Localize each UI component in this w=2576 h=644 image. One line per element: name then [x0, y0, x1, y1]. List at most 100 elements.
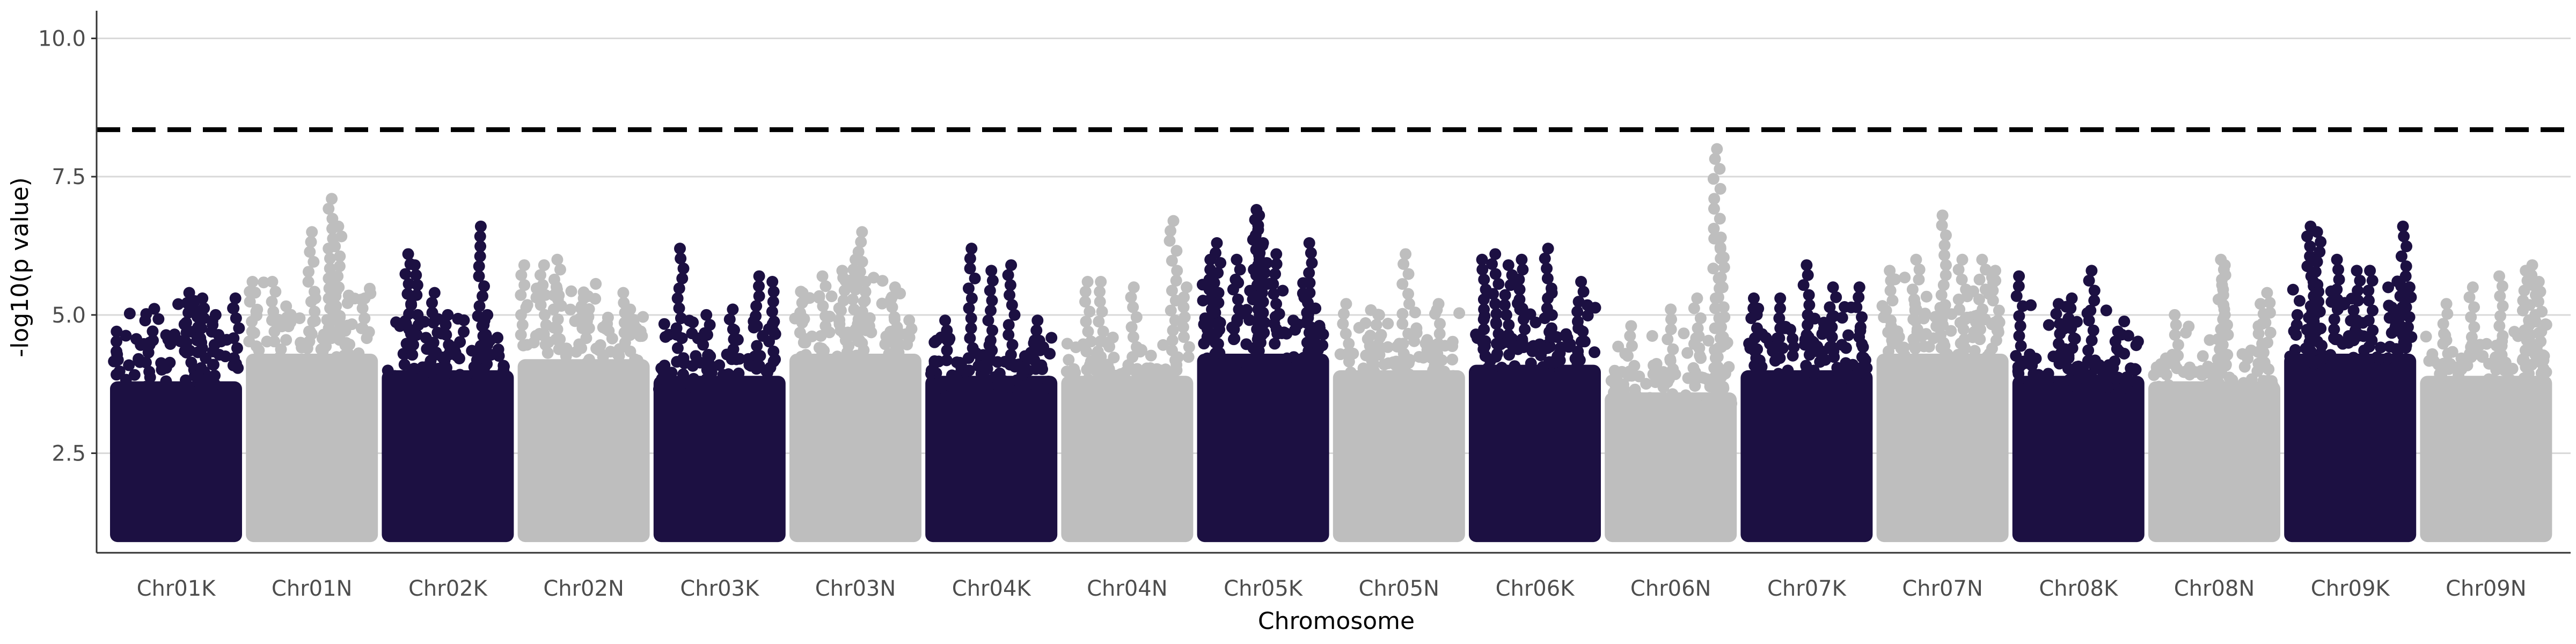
- snp-peak: [1005, 259, 1018, 272]
- snp-point: [1913, 273, 1925, 286]
- snp-point: [2311, 255, 2323, 268]
- snp-peak: [196, 292, 209, 304]
- snp-point: [1257, 306, 1269, 319]
- snp-point: [1063, 380, 1075, 392]
- snp-point: [478, 280, 491, 292]
- snp-point: [1956, 273, 1968, 286]
- snp-point: [1478, 273, 1490, 286]
- snp-point: [1936, 309, 1949, 321]
- snp-peak: [1211, 237, 1223, 249]
- snp-point: [619, 336, 631, 349]
- snp-point: [111, 345, 123, 357]
- snp-point: [1254, 297, 1266, 309]
- snp-point: [2534, 286, 2546, 298]
- snp-point: [180, 336, 193, 349]
- snp-point: [1397, 258, 1410, 270]
- snp-point: [1127, 331, 1139, 343]
- snp-point: [841, 346, 853, 358]
- snp-point: [1666, 388, 1679, 400]
- snp-point: [564, 303, 576, 316]
- snp-point: [886, 301, 898, 313]
- snp-point: [1228, 323, 1240, 335]
- snp-point: [1382, 357, 1395, 369]
- snp-point: [2221, 319, 2233, 331]
- snp-point: [2259, 317, 2272, 329]
- snp-point: [728, 333, 740, 346]
- snp-point: [1210, 347, 1222, 360]
- snp-point: [2531, 355, 2544, 368]
- snp-point: [228, 302, 240, 314]
- snp-point: [406, 349, 419, 361]
- snp-point: [480, 328, 492, 341]
- snp-peak: [1711, 143, 1723, 155]
- snp-point: [280, 334, 292, 346]
- snp-point: [1063, 354, 1075, 366]
- snp-point: [181, 383, 193, 396]
- snp-point: [324, 252, 336, 265]
- snp-peak: [408, 259, 421, 272]
- snp-point: [1159, 366, 1171, 378]
- x-tick-label: Chr04K: [952, 576, 1032, 601]
- snp-point: [575, 342, 588, 354]
- snp-point: [120, 374, 132, 386]
- snp-peak: [2533, 276, 2545, 288]
- snp-point: [1313, 320, 1326, 332]
- snp-point: [989, 371, 1001, 383]
- y-axis-title: -log10(p value): [6, 177, 34, 357]
- snp-point: [180, 346, 193, 358]
- snp-point: [1270, 258, 1283, 270]
- snp-point: [964, 262, 976, 275]
- snp-point: [1842, 329, 1855, 341]
- snp-point: [2538, 380, 2550, 392]
- snp-point: [2401, 240, 2413, 253]
- snp-point: [1750, 352, 1762, 364]
- snp-point: [901, 338, 913, 350]
- snp-point: [1856, 351, 1869, 363]
- snp-point: [334, 250, 346, 262]
- snp-point: [356, 322, 369, 334]
- snp-point: [2262, 336, 2274, 349]
- snp-point: [713, 359, 726, 371]
- snp-point: [2252, 327, 2265, 340]
- snp-point: [794, 326, 806, 339]
- snp-point: [1884, 284, 1897, 297]
- snp-peak: [1625, 320, 1637, 332]
- snp-point: [2480, 338, 2493, 350]
- snp-point: [476, 350, 488, 362]
- snp-point: [190, 389, 202, 401]
- snp-point: [2518, 284, 2530, 297]
- snp-point: [2010, 350, 2022, 362]
- snp-point: [1079, 296, 1092, 308]
- snp-point: [1094, 296, 1106, 308]
- snp-point: [2017, 300, 2029, 312]
- snp-point: [1301, 306, 1313, 319]
- snp-point: [2468, 321, 2480, 333]
- snp-point: [2437, 338, 2449, 350]
- snp-point: [686, 360, 699, 372]
- snp-point: [1913, 264, 1926, 276]
- snp-point: [1624, 330, 1636, 342]
- snp-point: [1715, 271, 1727, 283]
- snp-point: [1519, 323, 1531, 335]
- snp-point: [1836, 339, 1848, 351]
- snp-point: [1232, 293, 1244, 305]
- snp-point: [1306, 257, 1318, 269]
- snp-point: [876, 275, 889, 287]
- x-tick-label: Chr09N: [2446, 576, 2527, 601]
- snp-point: [1020, 379, 1033, 391]
- snp-peak: [2052, 298, 2065, 310]
- snp-point: [1609, 379, 1621, 391]
- snp-point: [2304, 240, 2316, 253]
- snp-point: [207, 319, 219, 331]
- snp-peak: [246, 276, 259, 288]
- snp-point: [1712, 291, 1724, 303]
- snp-point: [1938, 239, 1951, 251]
- snp-point: [328, 280, 341, 292]
- x-tick-label: Chr02N: [543, 576, 624, 601]
- snp-point: [1433, 327, 1446, 340]
- data-points: [108, 143, 2552, 412]
- snp-point: [1957, 323, 1970, 335]
- snp-point: [2088, 284, 2101, 297]
- snp-point: [2162, 379, 2175, 391]
- snp-point: [2492, 350, 2504, 362]
